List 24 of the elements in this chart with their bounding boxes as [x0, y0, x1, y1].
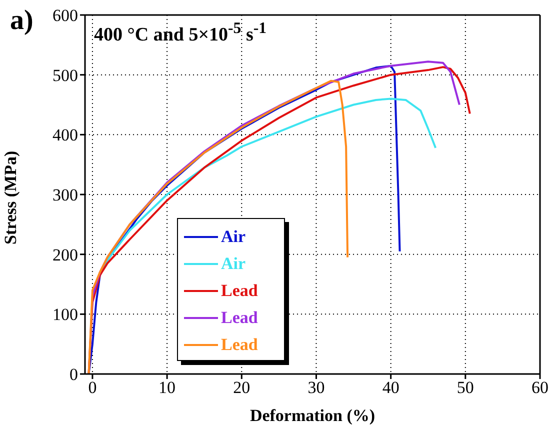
y-tick-label: 200: [52, 245, 78, 264]
y-tick-label: 500: [52, 66, 78, 85]
line-series: [88, 80, 349, 374]
y-tick-label: 0: [70, 365, 78, 384]
legend-label: Lead: [221, 334, 258, 354]
x-tick-label: 50: [456, 378, 474, 398]
y-axis-title: Stress (MPa): [1, 150, 20, 244]
legend-label: Lead: [221, 308, 258, 328]
x-tick-label: 20: [233, 378, 250, 398]
y-tick-label: 300: [52, 186, 78, 205]
legend-label: Air: [221, 254, 246, 274]
x-tick-label: 30: [308, 378, 325, 398]
annotation: 400 °C and 5×10$^{-5}$ s$^{-1}$: [94, 20, 267, 46]
x-tick-label: 0: [88, 378, 97, 398]
legend-label: Air: [221, 226, 246, 246]
legend-label: Lead: [221, 280, 258, 300]
y-tick-label: 100: [52, 305, 78, 324]
x-tick-label: 40: [382, 378, 400, 398]
x-axis-title: Deformation (%): [250, 406, 376, 425]
x-tick-label: 10: [158, 378, 176, 398]
text: a): [10, 5, 34, 37]
y-tick-label: 600: [52, 6, 78, 26]
y-tick-label: 400: [52, 126, 78, 145]
x-tick-label: 60: [532, 378, 548, 398]
